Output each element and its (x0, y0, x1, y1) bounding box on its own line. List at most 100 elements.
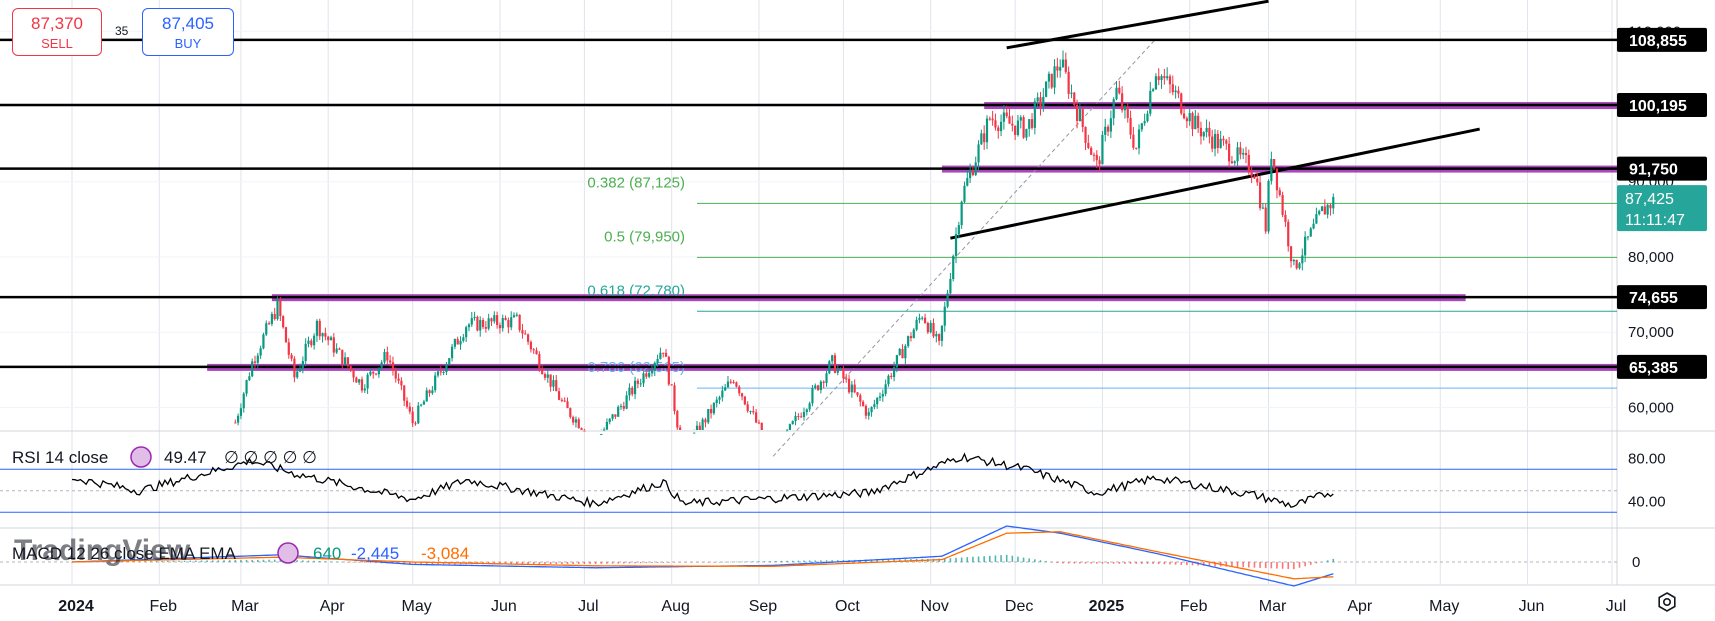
candle-body (1244, 152, 1248, 155)
macd-histogram-bar (257, 559, 259, 562)
candle-body (1211, 136, 1214, 149)
candle-body (1109, 118, 1112, 132)
macd-histogram-bar (1287, 562, 1290, 569)
candle-body (1016, 120, 1020, 135)
candle-body (1219, 138, 1222, 148)
macd-histogram-bar (561, 562, 563, 565)
macd-histogram-bar (1107, 562, 1109, 564)
candle-body (757, 422, 761, 424)
candle-body (484, 327, 487, 329)
candle-body (315, 320, 319, 336)
candle-body (1135, 147, 1138, 149)
candle-body (800, 416, 803, 418)
macd-histogram-bar (341, 561, 344, 563)
candle-body (704, 419, 707, 423)
candle-body (248, 376, 251, 381)
macd-histogram-bar (820, 560, 822, 562)
macd-histogram-bar (499, 562, 501, 565)
candle-body (1081, 109, 1084, 127)
candle-body (1146, 113, 1149, 122)
level-price-tag (1617, 27, 1707, 52)
candle-body (825, 373, 828, 383)
candle-body (743, 396, 746, 405)
candle-body (1123, 106, 1127, 111)
level-price-tag (1617, 156, 1707, 181)
candle-body (819, 381, 822, 391)
macd-histogram-bar (549, 562, 552, 565)
candle-body (541, 369, 544, 375)
trend-lines[interactable] (950, 0, 1480, 240)
candle-body (1059, 67, 1062, 71)
macd-histogram-bar (279, 559, 282, 562)
candle-body (991, 118, 994, 121)
candle-body (265, 323, 268, 335)
candle-body (1298, 263, 1301, 269)
macd-histogram-bar (1011, 555, 1014, 562)
macd-histogram-bar (1298, 562, 1301, 568)
candle-body (1230, 161, 1234, 164)
candle-body (884, 384, 887, 394)
candle-body (977, 144, 980, 163)
sell-button[interactable]: 87,370 SELL (12, 8, 102, 56)
candle-body (918, 318, 921, 320)
candle-body (1106, 126, 1110, 132)
candle-body (1050, 73, 1053, 88)
candle-body (701, 419, 704, 430)
candle-body (417, 405, 420, 424)
candle-body (1278, 190, 1281, 196)
candle-body (1236, 147, 1239, 162)
macd-histogram-bar (1067, 562, 1070, 564)
spread-value: 35 (115, 24, 129, 38)
rsi-name: RSI 14 close (12, 448, 108, 467)
macd-histogram-bar (758, 561, 760, 562)
macd-histogram-bar (729, 561, 732, 563)
candle-body (1132, 134, 1135, 148)
candle-body (1329, 204, 1332, 209)
macd-histogram-bar (121, 561, 124, 563)
rsi-pane (0, 452, 1617, 513)
buy-button[interactable]: 87,405 BUY (142, 8, 234, 56)
candle-body (926, 322, 929, 333)
macd-histogram-bar (211, 560, 214, 562)
macd-histogram-bar (1309, 562, 1312, 565)
candle-body (845, 378, 848, 380)
fib-label: 0.5 (79,950) (604, 228, 685, 245)
settings-gear-icon[interactable] (1655, 590, 1679, 614)
time-axis-label: Jun (491, 598, 517, 615)
candle-body (1112, 99, 1115, 119)
candle-body (377, 367, 380, 375)
candle-body (560, 399, 563, 401)
macd-histogram-bar (1112, 562, 1115, 564)
candle-body (479, 320, 482, 331)
candle-body (645, 373, 648, 377)
macd-histogram-bar (1163, 562, 1166, 565)
macd-histogram-value: 640 (313, 544, 341, 563)
candle-body (580, 428, 583, 430)
candle-body (1202, 132, 1205, 137)
candle-body (831, 355, 834, 362)
candle-body (954, 234, 958, 256)
macd-histogram-bar (510, 562, 512, 565)
macd-histogram-bar (1180, 562, 1183, 565)
macd-histogram-bar (1281, 562, 1284, 569)
macd-histogram-bar (318, 561, 321, 562)
candle-body (1264, 207, 1267, 232)
macd-histogram-bar (437, 562, 439, 565)
time-axis-label: Sep (749, 598, 778, 615)
macd-histogram-bar (577, 562, 580, 564)
candle-body (822, 381, 825, 383)
candle-body (636, 380, 639, 384)
candle-body (1163, 76, 1166, 79)
candle-body (411, 411, 414, 424)
candle-body (532, 349, 535, 351)
candle-body (577, 419, 580, 429)
candle-body (1267, 180, 1270, 232)
candle-body (535, 350, 538, 355)
candle-body (648, 372, 651, 377)
macd-histogram-bar (713, 562, 715, 563)
macd-histogram-bar (718, 561, 721, 563)
candle-body (617, 406, 620, 417)
macd-histogram-bar (1050, 562, 1053, 563)
current-price-tag (1617, 185, 1707, 232)
